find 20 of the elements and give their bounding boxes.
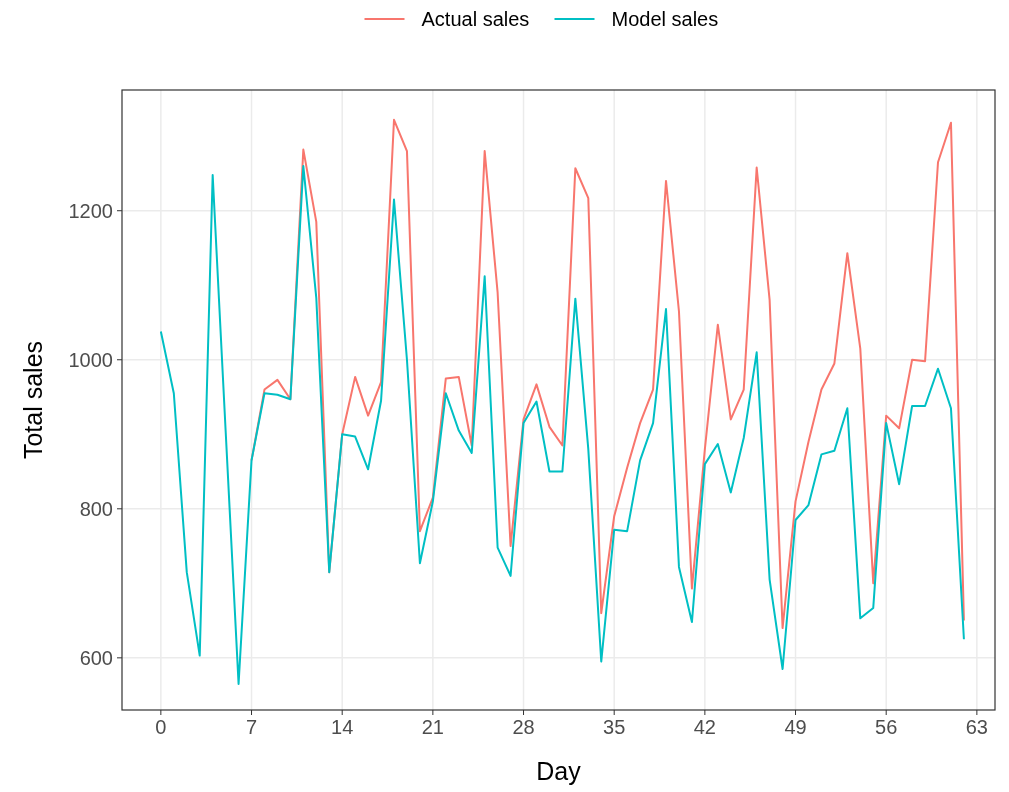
x-tick-label: 49: [784, 716, 807, 738]
y-tick-label: 600: [79, 646, 113, 669]
line-series: [159, 165, 965, 685]
x-tick-label: 7: [245, 716, 258, 738]
line-series: [250, 118, 965, 630]
legend-label: Model sales: [611, 8, 719, 30]
x-tick-label: 28: [512, 716, 535, 738]
legend-label: Actual sales: [421, 8, 530, 30]
y-tick-label: 800: [79, 497, 113, 520]
x-tick-label: 21: [421, 716, 444, 738]
x-tick-label: 14: [331, 716, 354, 738]
x-tick-label: 42: [693, 716, 716, 738]
x-tick-label: 56: [875, 716, 898, 738]
y-tick-label: 1000: [68, 348, 113, 371]
x-axis-title: Day: [536, 757, 582, 785]
y-axis-title: Total sales: [19, 340, 47, 460]
y-tick-label: 1200: [68, 199, 113, 222]
x-tick-label: 63: [965, 716, 988, 738]
x-tick-label: 0: [155, 716, 167, 738]
x-tick-label: 35: [603, 716, 626, 738]
